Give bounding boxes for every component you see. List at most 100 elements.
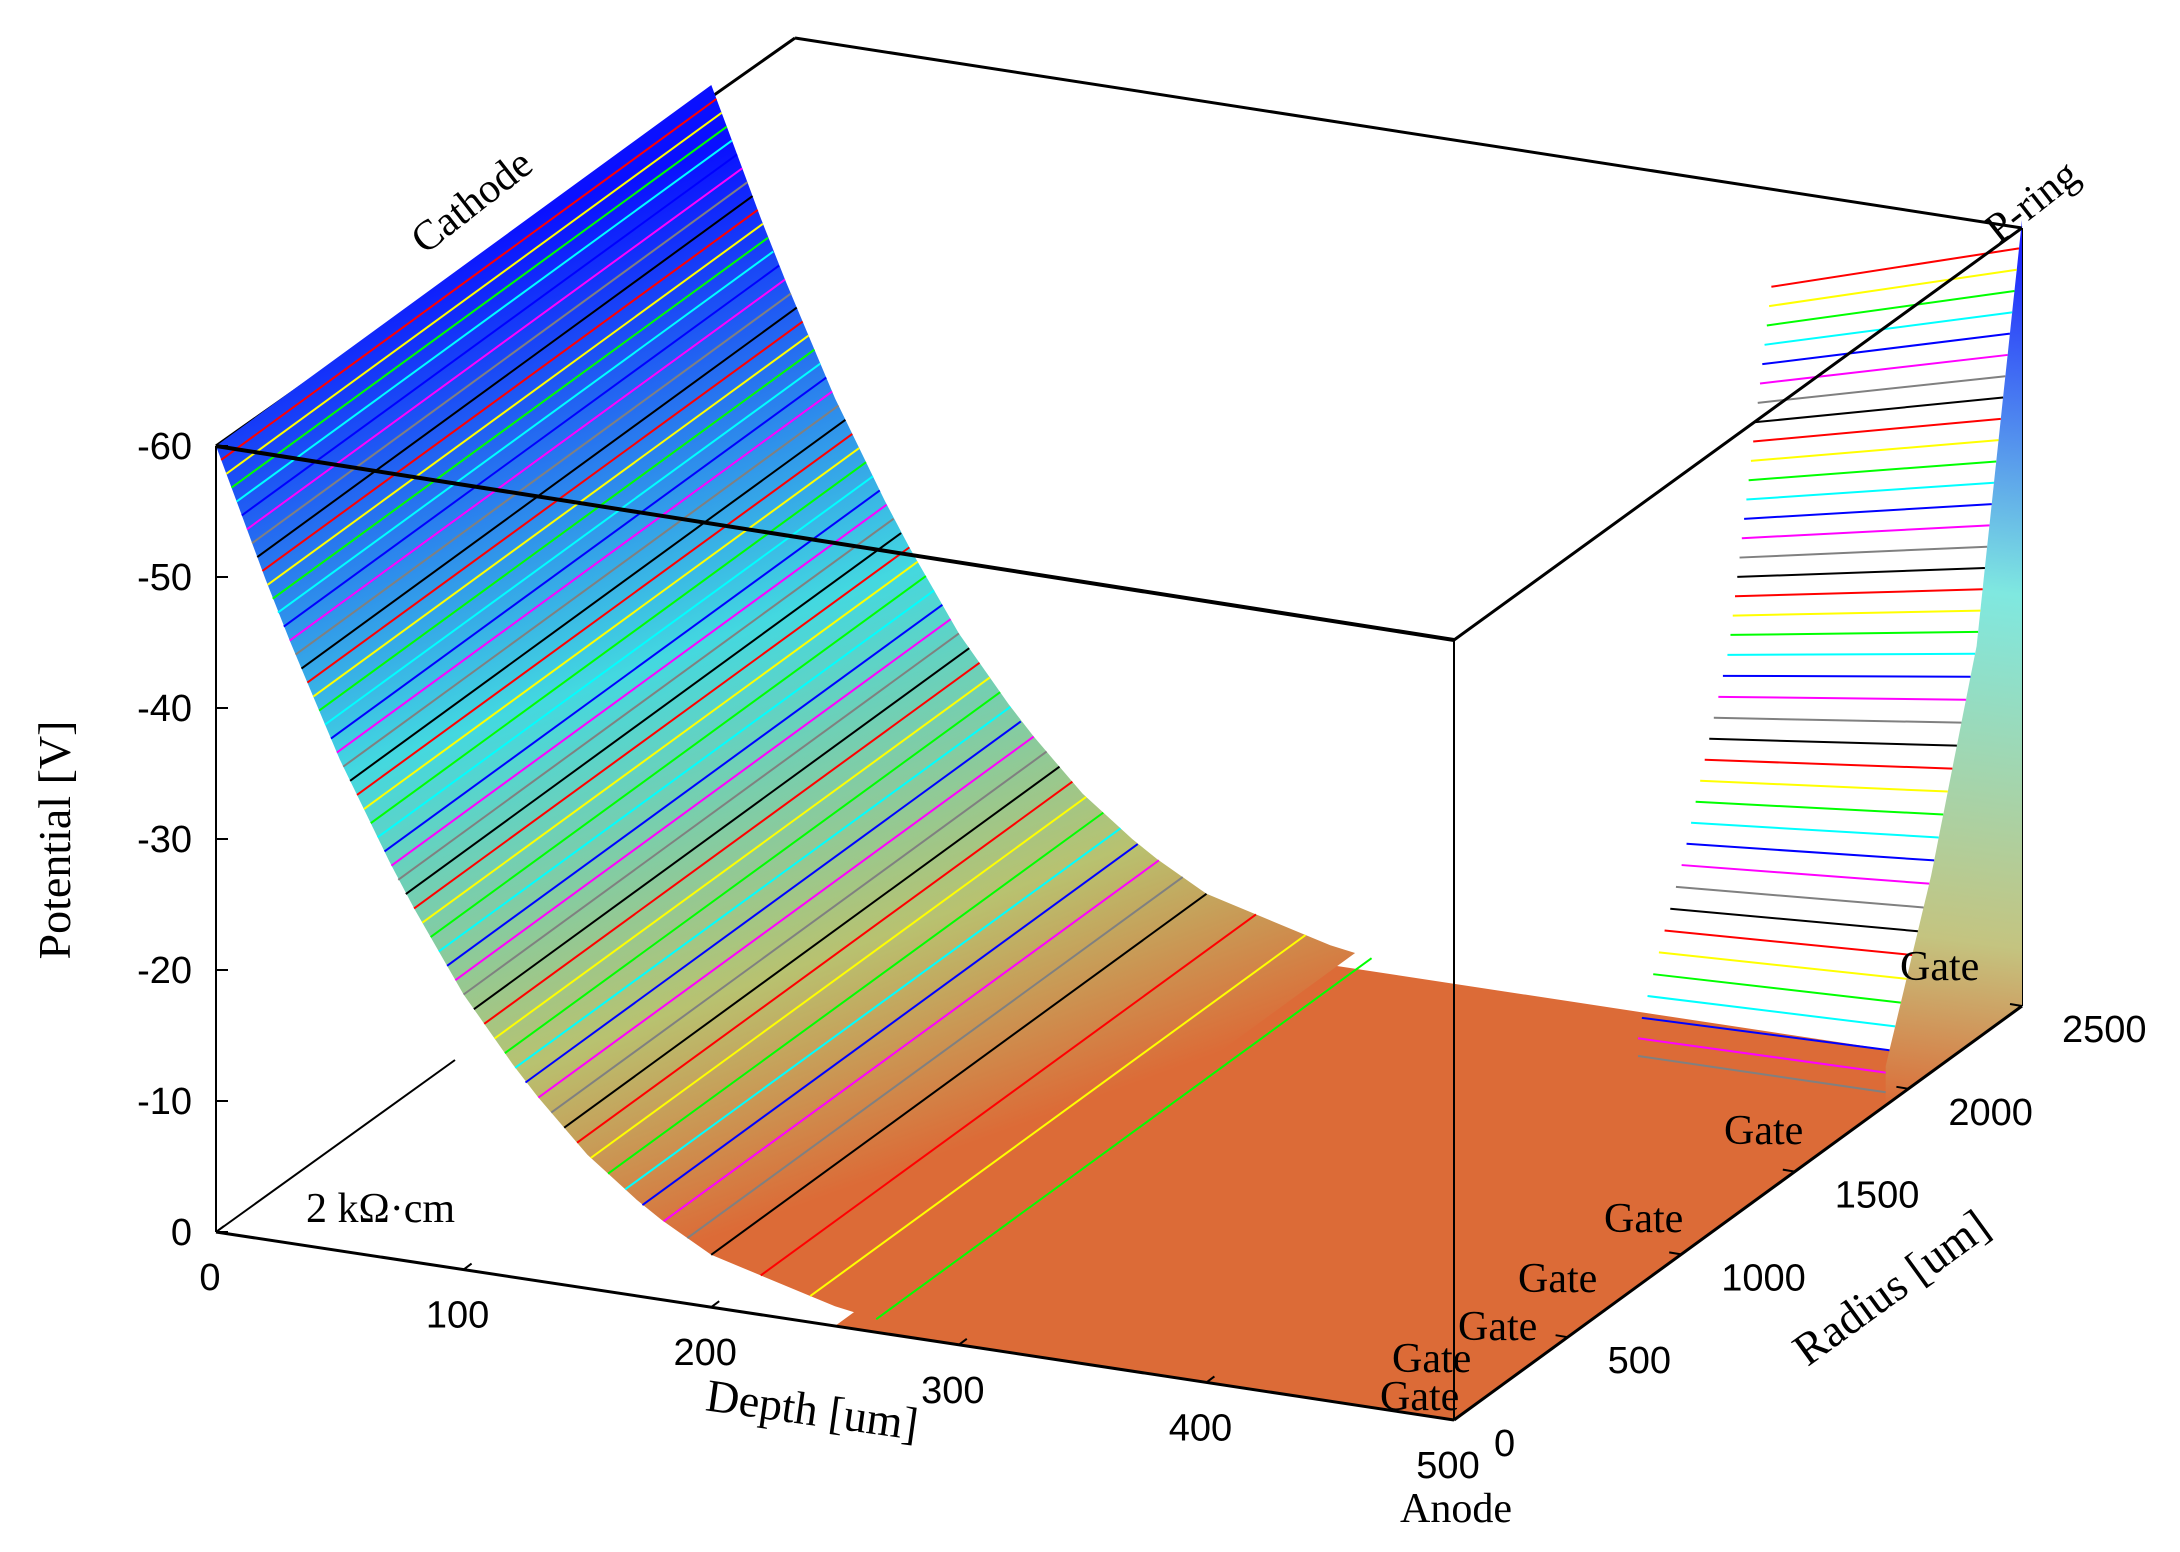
floor-edge-right [1453,1004,2023,1422]
potential-surface [216,85,2022,1420]
contour-line [1764,311,2013,346]
gate-label-7: Gate [1900,944,1979,990]
contour-line [256,195,754,558]
contour-line [383,489,881,853]
x-tick-mark [463,1262,473,1271]
contour-line [483,662,981,1025]
contour-line [1771,247,2020,288]
back-edge-top-right [794,36,2023,230]
contour-line [1734,588,1983,598]
contour-line [397,517,895,881]
contour-line [1759,353,2008,385]
contour-line [405,532,902,895]
gate-label-4: Gate [1518,1256,1597,1302]
contour-line [710,892,1208,1256]
y-tick-label: 500 [1608,1340,1671,1382]
floor-edge-back [215,1059,456,1233]
x-tick-mark [710,1300,720,1308]
top-edge-right [1453,226,2023,642]
z-tick-label: -40 [137,688,192,730]
axis-ticks: -60-50-40-30-20-100010020030040050005001… [137,426,2146,1487]
contour-line [1739,545,1988,559]
y-axis-title: Radius [um] [1783,1200,1998,1376]
x-tick-mark [1205,1375,1216,1384]
z-tick-label: -30 [137,819,192,861]
contour-line [283,264,780,628]
contour-line [289,278,786,642]
contour-line [1695,800,1944,816]
contour-line [686,876,1184,1239]
contour-line [356,433,853,796]
contour-line [1750,439,1999,462]
contour-line [524,720,1022,1084]
contour-line [1704,758,1953,770]
surface-p-ring-wall [1885,220,2022,1106]
z-tick-label: 0 [171,1212,192,1254]
z-tick-label: -10 [137,1081,192,1123]
contour-line [473,647,970,1010]
contour-line [277,250,774,614]
contour-line [563,765,1061,1129]
contour-line [1762,332,2011,366]
contour-line [241,153,738,517]
contour-line [550,750,1048,1114]
contour-line [875,957,1373,1320]
x-tick-label: 100 [426,1295,489,1337]
contour-line [576,780,1073,1144]
x-axis-title: Depth [um] [703,1370,921,1450]
contour-line [1664,929,1913,957]
y-tick-mark [1555,1334,1568,1339]
gate-label-2: Gate [1392,1336,1471,1382]
x-tick-mark [1453,1413,1463,1421]
y-tick-label: 1500 [1835,1175,1920,1217]
contour-line [370,461,867,825]
contour-line [336,390,833,754]
contour-line [330,376,827,740]
contour-line [1641,1016,1890,1052]
contour-line [429,575,927,938]
contour-line [1709,737,1957,747]
contour-line [294,292,792,656]
contour-line [300,306,798,670]
y-tick-mark [1669,1251,1682,1256]
contour-line [1727,652,1976,656]
gate-label-5: Gate [1604,1196,1683,1242]
contour-line [312,334,810,698]
contour-line [272,236,769,600]
contour-line [514,706,1012,1069]
contour-line [607,811,1104,1175]
p-ring-label: P-ring [1976,151,2087,252]
contour-line [363,447,860,810]
contour-line [1700,779,1948,793]
y-tick-label: 1000 [1721,1257,1806,1299]
contour-line [246,167,743,531]
contour-line [1732,609,1981,617]
contour-line [1718,695,1966,701]
x-tick-mark [958,1338,968,1346]
y-tick-mark [1441,1417,1455,1421]
contour-line [1748,460,1997,482]
x-tick-label: 0 [199,1257,220,1299]
contour-line [261,209,759,572]
contour-line [390,503,888,867]
contour-line [1713,716,1962,724]
contour-line [641,843,1139,1206]
contour-line [1746,481,1995,501]
contour-line [236,139,733,503]
contour-line [413,546,910,910]
contour-line [225,111,723,475]
contour-line [463,632,960,996]
contour-line [220,98,718,461]
contour-line [1757,375,2006,404]
contour-line [324,362,821,726]
contour-line [1755,396,2004,424]
contour-line [438,589,935,953]
contour-line [1647,995,1896,1028]
contour-line [590,796,1087,1159]
contour-line [342,404,840,768]
surface-floor [835,965,1950,1420]
contour-line [809,934,1307,1297]
contour-line [760,913,1257,1277]
y-tick-label: 2500 [2062,1009,2147,1051]
y-tick-mark [2009,1003,2023,1007]
